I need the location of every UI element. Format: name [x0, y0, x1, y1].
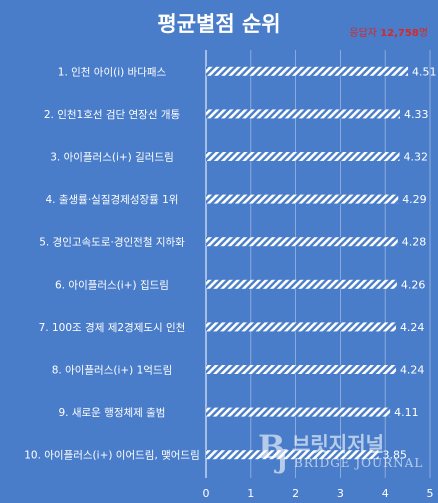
- data-label: 4.26: [401, 278, 426, 291]
- data-label: 3.85: [382, 449, 407, 462]
- bar: [206, 322, 396, 332]
- bar: [206, 194, 399, 204]
- bj-logo-icon: B J: [258, 428, 288, 475]
- x-tick-label: 2: [292, 487, 299, 500]
- x-tick-label: 4: [382, 487, 389, 500]
- watermark-name: 브릿지저널: [292, 432, 384, 456]
- bar: [206, 66, 409, 76]
- category-label: 9. 새로운 행정체제 출범: [59, 407, 166, 419]
- svg-text:J: J: [274, 445, 288, 475]
- data-label: 4.11: [394, 406, 419, 419]
- category-label: 4. 출생률·실질경제성장률 1위: [46, 193, 179, 206]
- bar: [206, 152, 400, 161]
- data-label: 4.33: [404, 108, 429, 121]
- bar: [206, 365, 396, 374]
- bar: [206, 237, 398, 247]
- respondent-count: 응답자 12,758명: [349, 24, 428, 39]
- respondent-label: 응답자: [349, 28, 378, 39]
- chart-title: 평균별점 순위: [157, 12, 281, 36]
- bar: [206, 279, 397, 289]
- data-label: 4.24: [400, 364, 425, 377]
- respondent-unit: 명: [418, 28, 428, 39]
- category-label: 1. 인천 아이(i) 바다패스: [58, 66, 167, 78]
- category-label: 3. 아이플러스(i+) 길러드림: [50, 151, 174, 164]
- category-label: 10. 아이플러스(i+) 이어드림, 맺어드림: [24, 450, 200, 462]
- category-label: 8. 아이플러스(i+) 1억드림: [52, 365, 173, 377]
- watermark-logo: B J 브릿지저널 BRIDGE JOURNAL: [258, 424, 430, 482]
- category-label: 5. 경인고속도로·경인전철 지하화: [39, 236, 185, 249]
- bar: [206, 109, 400, 119]
- svg-text:B: B: [258, 428, 285, 466]
- x-tick-label: 5: [427, 487, 434, 500]
- category-label: 2. 인천1호선 검단 연장선 개통: [44, 109, 181, 121]
- x-tick-label: 3: [337, 487, 344, 500]
- category-label: 6. 아이플러스(i+) 집드림: [55, 279, 169, 291]
- bar: [206, 407, 391, 417]
- x-tick-label: 0: [203, 487, 210, 500]
- data-label: 4.51: [412, 65, 437, 78]
- data-label: 4.32: [404, 151, 429, 164]
- category-label: 7. 100조 경제 제2경제도시 인천: [39, 321, 186, 334]
- data-label: 4.28: [402, 236, 427, 249]
- bar: [206, 450, 379, 460]
- data-label: 4.29: [402, 193, 427, 206]
- x-tick-label: 1: [247, 487, 254, 500]
- watermark-subtitle: BRIDGE JOURNAL: [294, 456, 424, 470]
- data-label: 4.24: [400, 321, 425, 334]
- respondent-number: 12,758: [380, 28, 419, 39]
